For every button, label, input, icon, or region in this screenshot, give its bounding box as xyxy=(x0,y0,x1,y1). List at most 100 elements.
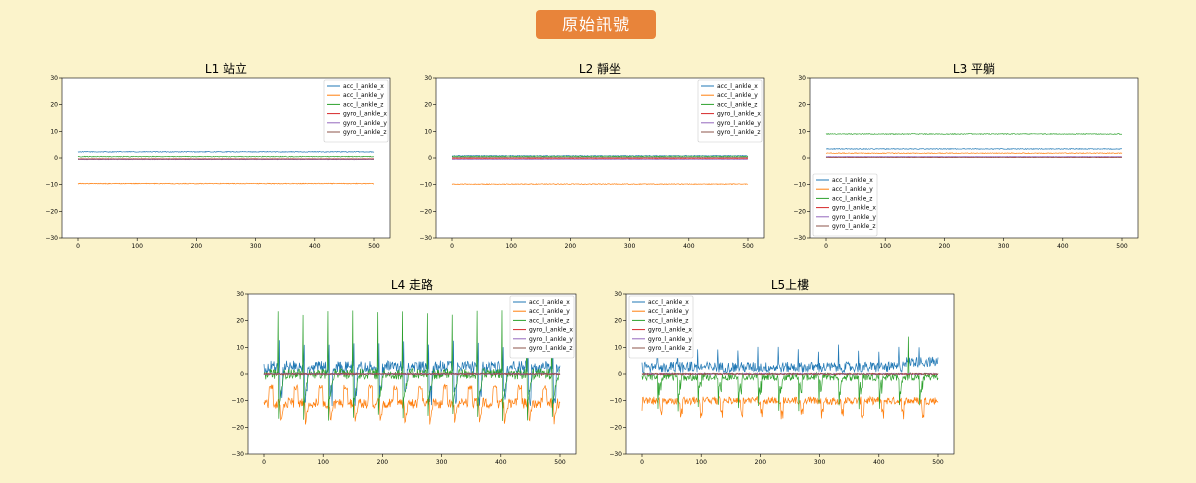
series-line-acc-l-ankle-x xyxy=(825,147,1123,150)
series-line-acc-l-ankle-y xyxy=(641,395,939,420)
legend: acc_l_ankle_x acc_l_ankle_y acc_l_ankle_zg… xyxy=(509,295,575,359)
y-tick-label: 0 xyxy=(428,155,432,162)
legend-label: gyro_l_ankle_z xyxy=(717,129,761,136)
y-tick-label: −30 xyxy=(419,235,432,242)
x-tick-label: 0 xyxy=(262,459,266,466)
legend-label: acc_l_ankle_z xyxy=(832,195,872,202)
legend: acc_l_ankle_x acc_l_ankle_y acc_l_ankle_zg… xyxy=(812,173,878,237)
x-tick-label: 500 xyxy=(742,243,754,250)
x-tick-label: 200 xyxy=(377,459,389,466)
series-line-acc-l-ankle-x xyxy=(263,339,561,406)
legend-label: acc_l_ankle_x xyxy=(529,299,570,306)
legend-label: gyro_l_ankle_y xyxy=(529,336,573,343)
x-tick-label: 0 xyxy=(824,243,828,250)
legend-label: gyro_l_ankle_z xyxy=(648,345,692,352)
series-line-acc-l-ankle-y xyxy=(825,152,1123,155)
series-line-acc-l-ankle-x xyxy=(641,344,939,374)
y-tick-label: −20 xyxy=(419,208,432,215)
y-tick-label: −30 xyxy=(793,235,806,242)
y-tick-label: 20 xyxy=(798,102,806,109)
y-tick-label: 20 xyxy=(50,102,58,109)
x-tick-label: 200 xyxy=(191,243,203,250)
legend-label: acc_l_ankle_x xyxy=(648,299,689,306)
y-tick-label: −10 xyxy=(609,398,622,405)
x-tick-label: 500 xyxy=(554,459,566,466)
chart-title: L4 走路 xyxy=(391,277,433,292)
legend-label: acc_l_ankle_y xyxy=(717,92,758,99)
series-line-acc-l-ankle-y xyxy=(77,182,375,185)
y-tick-label: −30 xyxy=(231,451,244,458)
y-tick-label: 0 xyxy=(240,371,244,378)
series-line-gyro-l-ankle-z xyxy=(641,372,939,376)
x-tick-label: 300 xyxy=(624,243,636,250)
x-tick-label: 400 xyxy=(495,459,507,466)
plot-frame xyxy=(247,293,577,455)
legend: acc_l_ankle_x acc_l_ankle_y acc_l_ankle_zg… xyxy=(628,295,694,359)
x-tick-label: 200 xyxy=(755,459,767,466)
legend-label: gyro_l_ankle_y xyxy=(648,336,692,343)
y-tick-label: 30 xyxy=(236,291,244,298)
chart-title: L5上樓 xyxy=(771,277,809,292)
plot-frame xyxy=(61,77,391,239)
page-title-badge: 原始訊號 xyxy=(536,10,656,39)
legend-label: acc_l_ankle_z xyxy=(529,317,569,324)
x-tick-label: 300 xyxy=(436,459,448,466)
legend-label: acc_l_ankle_y xyxy=(343,92,384,99)
x-tick-label: 200 xyxy=(565,243,577,250)
x-tick-label: 500 xyxy=(1116,243,1128,250)
y-tick-label: 30 xyxy=(798,75,806,82)
x-tick-label: 400 xyxy=(309,243,321,250)
legend-label: gyro_l_ankle_z xyxy=(832,223,876,230)
series-line-acc-l-ankle-z xyxy=(641,336,939,412)
legend-label: gyro_l_ankle_x xyxy=(343,111,387,118)
legend-label: acc_l_ankle_z xyxy=(343,101,383,108)
y-tick-label: 0 xyxy=(618,371,622,378)
chart-l3-lying: L3 平躺 −30 −20 −10 0 10 20 30 0 100 200 300 400 500 acc… xyxy=(776,60,1146,256)
legend-label: gyro_l_ankle_y xyxy=(343,120,387,127)
series-line-acc-l-ankle-y xyxy=(451,183,749,186)
x-tick-label: 100 xyxy=(879,243,891,250)
legend-label: acc_l_ankle_x xyxy=(832,177,873,184)
chart-l5-climbing-stairs: L5上樓 −30 −20 −10 0 10 20 30 0 100 200 300 400 500 acc_… xyxy=(592,273,962,472)
x-tick-label: 200 xyxy=(939,243,951,250)
y-tick-label: 0 xyxy=(802,155,806,162)
y-tick-label: −30 xyxy=(45,235,58,242)
x-tick-label: 300 xyxy=(250,243,262,250)
legend-label: gyro_l_ankle_x xyxy=(832,205,876,212)
chart-l4-walking: L4 走路 −30 −20 −10 0 10 20 30 0 100 200 300 400 500 acc… xyxy=(214,273,584,472)
y-tick-label: 20 xyxy=(424,102,432,109)
chart-title: L1 站立 xyxy=(205,61,247,76)
x-tick-label: 500 xyxy=(368,243,380,250)
series-line-acc-l-ankle-z xyxy=(825,133,1123,135)
y-tick-label: 30 xyxy=(424,75,432,82)
legend-label: acc_l_ankle_y xyxy=(529,308,570,315)
x-tick-label: 100 xyxy=(695,459,707,466)
x-tick-label: 0 xyxy=(640,459,644,466)
y-tick-label: −20 xyxy=(793,208,806,215)
y-tick-label: −20 xyxy=(231,424,244,431)
y-tick-label: 10 xyxy=(236,344,244,351)
y-tick-label: −30 xyxy=(609,451,622,458)
plot-frame xyxy=(625,293,955,455)
y-tick-label: 30 xyxy=(614,291,622,298)
series-line-acc-l-ankle-y xyxy=(263,383,561,425)
legend-label: gyro_l_ankle_y xyxy=(717,120,761,127)
x-tick-label: 300 xyxy=(814,459,826,466)
y-tick-label: −10 xyxy=(419,182,432,189)
x-tick-label: 100 xyxy=(505,243,517,250)
y-tick-label: 10 xyxy=(50,128,58,135)
legend-label: acc_l_ankle_z xyxy=(648,317,688,324)
x-tick-label: 100 xyxy=(317,459,329,466)
y-tick-label: 20 xyxy=(614,318,622,325)
x-tick-label: 300 xyxy=(998,243,1010,250)
x-tick-label: 0 xyxy=(76,243,80,250)
chart-title: L3 平躺 xyxy=(953,61,995,76)
legend-label: gyro_l_ankle_x xyxy=(717,111,761,118)
x-tick-label: 400 xyxy=(683,243,695,250)
series-line-acc-l-ankle-z xyxy=(77,155,375,158)
chart-l2-sitting: L2 靜坐 −30 −20 −10 0 10 20 30 0 100 200 300 400 500 acc… xyxy=(402,60,772,256)
legend-label: gyro_l_ankle_z xyxy=(529,345,573,352)
